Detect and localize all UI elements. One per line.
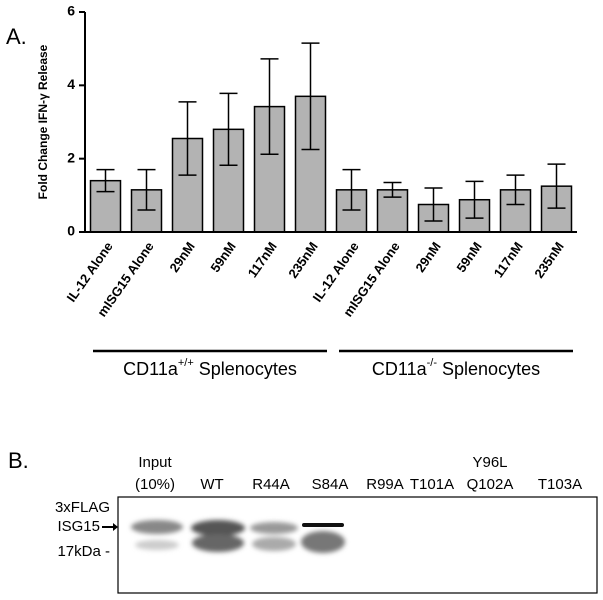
blot-frame xyxy=(117,496,598,594)
group-name: CD11a xyxy=(372,359,428,379)
error-bar xyxy=(219,92,238,167)
lane-label: Input xyxy=(138,454,172,471)
y-axis-label: Fold Change IFN-γ Release xyxy=(36,44,50,199)
x-tick-label: 235nM xyxy=(531,239,566,281)
band xyxy=(302,523,344,527)
x-tick-label: 235nM xyxy=(285,239,320,281)
group-name: CD11a xyxy=(123,359,179,379)
x-tick-label: 29nM xyxy=(166,239,197,275)
y-tick-label: 4 xyxy=(67,76,75,92)
marker-label: 3xFLAG xyxy=(55,499,110,516)
error-bar xyxy=(506,174,525,206)
x-tick-label: 29nM xyxy=(412,239,443,275)
y-tick-label: 0 xyxy=(67,223,75,239)
lane-label: Y96L xyxy=(472,454,507,471)
x-tick-label: 59nM xyxy=(207,239,238,275)
lane-label: (10%) xyxy=(135,476,175,493)
band xyxy=(135,540,179,550)
lane-label: T103A xyxy=(538,476,582,493)
band xyxy=(301,531,345,553)
lane-label: S84A xyxy=(312,476,349,493)
marker-label: ISG15 xyxy=(57,518,100,535)
error-bar xyxy=(137,168,156,211)
band xyxy=(131,520,183,534)
group-suffix: Splenocytes xyxy=(442,359,540,379)
group-label: CD11a+/+ Splenocytes xyxy=(123,357,297,379)
error-bar xyxy=(383,181,402,198)
error-bar xyxy=(465,180,484,219)
error-bar xyxy=(260,58,279,156)
band xyxy=(252,537,296,551)
lane-label: WT xyxy=(200,476,223,493)
error-bar xyxy=(424,187,443,222)
lane-label: Q102A xyxy=(467,476,514,493)
lane-label: R44A xyxy=(252,476,290,493)
size-marker: 17kDa - xyxy=(57,543,110,560)
band xyxy=(192,534,244,552)
band xyxy=(191,520,245,536)
x-tick-label: 117nM xyxy=(245,239,280,280)
arrow-head xyxy=(113,523,118,531)
error-bar xyxy=(178,101,197,176)
lane-label: R99A xyxy=(366,476,404,493)
x-tick-label: 117nM xyxy=(491,239,526,280)
band xyxy=(250,522,298,534)
group-superscript: -/- xyxy=(427,357,438,369)
error-bar xyxy=(96,168,115,193)
error-bar xyxy=(301,42,320,151)
group-label: CD11a-/- Splenocytes xyxy=(372,357,540,379)
error-bar xyxy=(547,163,566,209)
panel-label: A. xyxy=(6,24,27,49)
blot: Input (10%) WT R44A S84A R99A T101A Y96L Q102A T1… xyxy=(55,454,598,594)
panel-label: B. xyxy=(8,448,29,473)
y-tick-label: 6 xyxy=(67,3,75,19)
x-tick-label: 59nM xyxy=(453,239,484,275)
lane-label: T101A xyxy=(410,476,454,493)
y-tick-label: 2 xyxy=(67,149,75,165)
group-superscript: +/+ xyxy=(178,357,194,369)
error-bar xyxy=(342,168,361,211)
bands xyxy=(131,520,345,553)
group-suffix: Splenocytes xyxy=(199,359,297,379)
